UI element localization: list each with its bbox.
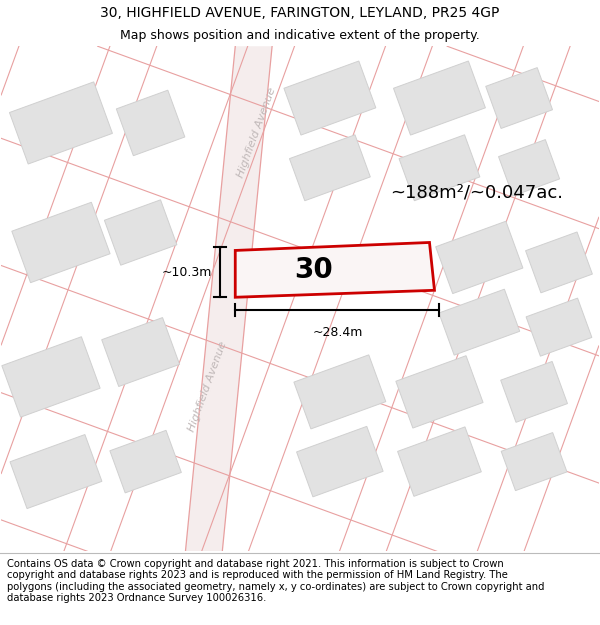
Text: 30: 30 <box>295 256 333 284</box>
Text: ~188m²/~0.047ac.: ~188m²/~0.047ac. <box>389 184 563 202</box>
Polygon shape <box>101 318 179 386</box>
Polygon shape <box>116 90 185 156</box>
Polygon shape <box>104 200 177 265</box>
Text: Map shows position and indicative extent of the property.: Map shows position and indicative extent… <box>120 29 480 42</box>
Polygon shape <box>10 82 112 164</box>
Polygon shape <box>396 356 483 428</box>
Polygon shape <box>398 427 481 496</box>
Polygon shape <box>526 298 592 356</box>
Polygon shape <box>394 61 485 135</box>
Polygon shape <box>296 426 383 497</box>
Text: ~10.3m: ~10.3m <box>162 266 212 279</box>
Polygon shape <box>499 139 560 196</box>
Text: 30, HIGHFIELD AVENUE, FARINGTON, LEYLAND, PR25 4GP: 30, HIGHFIELD AVENUE, FARINGTON, LEYLAND… <box>100 6 500 20</box>
Polygon shape <box>500 361 568 423</box>
Polygon shape <box>439 289 520 355</box>
Polygon shape <box>12 202 110 282</box>
Polygon shape <box>2 337 100 417</box>
Text: Contains OS data © Crown copyright and database right 2021. This information is : Contains OS data © Crown copyright and d… <box>7 559 545 603</box>
Polygon shape <box>501 432 567 491</box>
Polygon shape <box>10 434 102 509</box>
Polygon shape <box>486 68 553 129</box>
Polygon shape <box>235 242 434 298</box>
Text: Highfield Avenue: Highfield Avenue <box>235 86 277 179</box>
Polygon shape <box>185 46 272 551</box>
Polygon shape <box>526 232 592 293</box>
Text: ~28.4m: ~28.4m <box>312 326 362 339</box>
Polygon shape <box>284 61 376 135</box>
Polygon shape <box>399 135 480 201</box>
Polygon shape <box>436 221 523 294</box>
Polygon shape <box>289 135 370 201</box>
Polygon shape <box>294 355 386 429</box>
Text: Highfield Avenue: Highfield Avenue <box>187 341 229 433</box>
Polygon shape <box>110 431 181 493</box>
